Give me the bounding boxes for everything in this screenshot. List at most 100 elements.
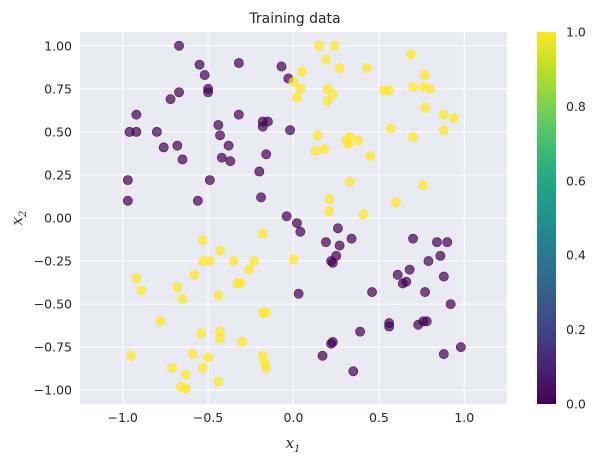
- data-point: [235, 278, 246, 289]
- x-tick-label: 1.0: [454, 410, 474, 425]
- data-point: [292, 218, 302, 229]
- data-point: [310, 145, 321, 156]
- y-tick-label: 1.00: [44, 38, 72, 53]
- y-tick-label: −1.00: [34, 383, 72, 398]
- data-point: [256, 192, 266, 203]
- data-point: [408, 82, 418, 93]
- data-point: [404, 264, 415, 275]
- data-point: [348, 366, 359, 377]
- data-point: [438, 349, 449, 359]
- data-point: [198, 235, 208, 246]
- data-point: [435, 250, 446, 261]
- data-point: [131, 126, 142, 137]
- data-point: [174, 87, 184, 98]
- data-point: [413, 319, 424, 330]
- data-point: [131, 273, 142, 284]
- data-point: [442, 237, 453, 248]
- data-point: [198, 362, 208, 373]
- y-tick-label: 0.25: [44, 167, 72, 182]
- x-axis-label-main: x: [286, 434, 295, 452]
- data-point: [438, 109, 449, 120]
- data-point: [420, 102, 430, 113]
- colorbar-tick-label: 0.4: [566, 248, 586, 263]
- data-point: [327, 257, 338, 268]
- y-axis-label: x2: [8, 211, 29, 226]
- y-tick-label: 0.00: [44, 211, 72, 226]
- data-point: [391, 197, 401, 208]
- data-point: [213, 376, 224, 387]
- data-point: [420, 70, 430, 80]
- data-point: [213, 120, 224, 130]
- data-point: [257, 228, 268, 239]
- x-tick-label: −1.0: [108, 410, 138, 425]
- data-point: [322, 95, 333, 106]
- data-point: [324, 194, 335, 204]
- data-point: [384, 321, 395, 332]
- y-tick-label: −0.25: [34, 254, 72, 269]
- data-point: [293, 288, 304, 299]
- data-point: [365, 151, 376, 161]
- data-point: [327, 89, 338, 99]
- data-point: [295, 226, 306, 237]
- data-point: [262, 116, 273, 127]
- data-point: [204, 256, 215, 266]
- y-axis-label-main: x: [8, 216, 26, 225]
- data-point: [438, 271, 449, 282]
- data-point: [288, 254, 299, 265]
- data-point: [233, 58, 244, 68]
- data-point: [297, 66, 307, 77]
- x-axis-label: x1: [286, 434, 301, 455]
- data-point: [288, 77, 299, 87]
- y-tick-label: 0.75: [44, 81, 72, 96]
- data-point: [216, 152, 227, 163]
- y-tick-label: −0.50: [34, 297, 72, 312]
- data-point: [292, 92, 302, 103]
- data-point: [199, 70, 210, 80]
- data-point: [379, 85, 389, 96]
- data-point: [215, 245, 225, 256]
- data-point: [334, 240, 345, 251]
- data-point: [196, 328, 207, 339]
- colorbar-tick-labels: 0.0 0.2 0.4 0.6 0.8 1.0: [566, 25, 586, 412]
- data-point: [136, 285, 147, 296]
- data-point: [385, 123, 396, 134]
- data-point: [355, 326, 366, 337]
- data-point: [131, 109, 142, 120]
- data-point: [281, 211, 292, 222]
- data-point: [397, 278, 408, 289]
- x-tick-label: 0.5: [369, 410, 389, 425]
- data-point: [438, 125, 449, 136]
- colorbar-tick-label: 1.0: [566, 25, 586, 40]
- colorbar-tick-label: 0.8: [566, 99, 586, 114]
- colorbar-tick-label: 0.6: [566, 173, 586, 188]
- data-point: [346, 233, 357, 244]
- data-point: [344, 176, 355, 187]
- data-points: [122, 40, 466, 394]
- data-point: [180, 383, 191, 394]
- chart-title: Training data: [248, 11, 340, 27]
- data-point: [449, 113, 459, 124]
- data-point: [425, 83, 436, 94]
- data-point: [215, 333, 225, 344]
- x-tick-label: −0.5: [193, 410, 223, 425]
- data-point: [343, 139, 354, 149]
- data-point: [334, 63, 345, 74]
- data-point: [324, 206, 335, 217]
- data-point: [408, 132, 418, 142]
- data-point: [321, 54, 331, 65]
- y-tick-labels: 1.00 0.75 0.50 0.25 0.00 −0.25 −0.50 −0.75 −1.00: [34, 38, 72, 397]
- data-point: [333, 223, 343, 234]
- y-tick-label: 0.50: [44, 124, 72, 139]
- data-point: [215, 130, 225, 141]
- data-point: [174, 40, 184, 51]
- data-point: [225, 156, 236, 167]
- data-point: [194, 59, 205, 70]
- data-point: [167, 362, 178, 373]
- data-point: [237, 337, 248, 347]
- data-point: [455, 342, 466, 353]
- data-point: [233, 109, 244, 120]
- data-point: [408, 233, 418, 244]
- data-point: [423, 256, 434, 266]
